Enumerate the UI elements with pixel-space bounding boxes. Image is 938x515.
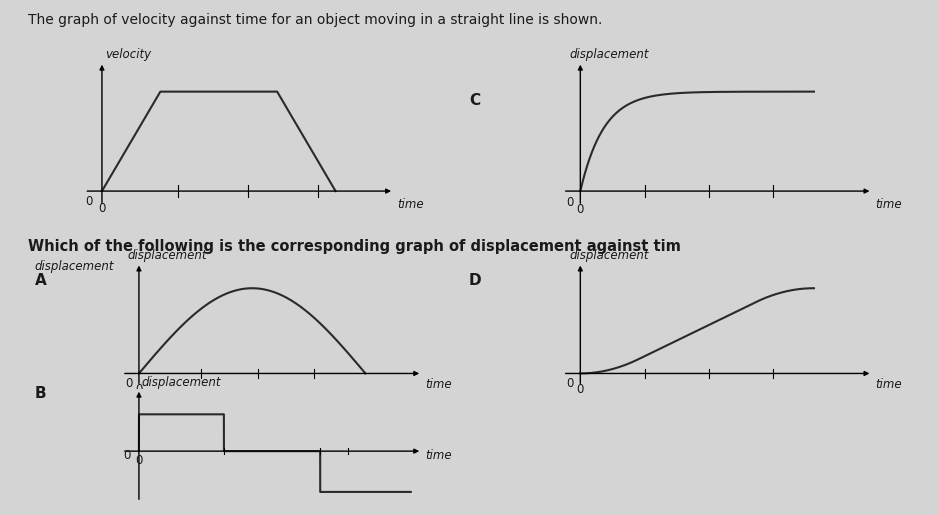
Text: time: time [397, 198, 423, 211]
Text: 0: 0 [98, 202, 106, 215]
Text: 0: 0 [567, 196, 573, 209]
Text: displacement: displacement [142, 376, 221, 389]
Text: A: A [35, 273, 47, 288]
Text: displacement: displacement [569, 47, 648, 60]
Text: time: time [875, 378, 901, 391]
Text: 0: 0 [577, 203, 584, 216]
Text: time: time [425, 378, 451, 391]
Text: D: D [469, 273, 481, 288]
Text: 0: 0 [135, 383, 143, 396]
Text: displacement: displacement [569, 249, 648, 262]
Text: velocity: velocity [105, 47, 151, 60]
Text: 0: 0 [85, 195, 93, 208]
Text: Which of the following is the corresponding graph of displacement against tim: Which of the following is the correspond… [28, 239, 681, 254]
Text: 0: 0 [125, 377, 132, 390]
Text: 0: 0 [567, 377, 573, 390]
Text: displacement: displacement [35, 260, 114, 273]
Text: time: time [875, 198, 901, 211]
Text: 0: 0 [577, 383, 584, 396]
Text: 0: 0 [123, 449, 130, 461]
Text: The graph of velocity against time for an object moving in a straight line is sh: The graph of velocity against time for a… [28, 13, 602, 27]
Text: C: C [469, 93, 480, 108]
Text: 0: 0 [135, 454, 143, 467]
Text: time: time [425, 449, 451, 462]
Text: B: B [35, 386, 46, 401]
Text: displacement: displacement [128, 249, 207, 262]
